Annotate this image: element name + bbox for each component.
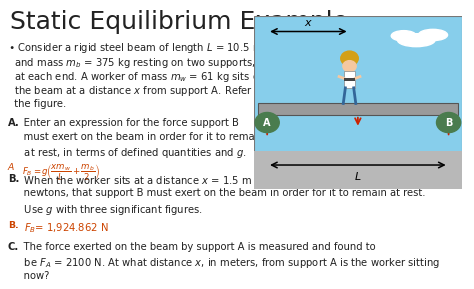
Ellipse shape bbox=[419, 29, 447, 41]
Bar bbox=[254, 151, 462, 189]
Text: A: A bbox=[264, 118, 271, 127]
Text: A.: A. bbox=[8, 118, 20, 127]
Circle shape bbox=[255, 112, 279, 133]
Text: $F_B$= 1,924.862 N: $F_B$= 1,924.862 N bbox=[24, 221, 109, 235]
Text: Use $g$ with three significant figures.: Use $g$ with three significant figures. bbox=[8, 203, 203, 217]
Text: B.: B. bbox=[8, 174, 19, 184]
Text: C.: C. bbox=[8, 242, 19, 252]
Text: B: B bbox=[445, 118, 452, 127]
Text: the figure.: the figure. bbox=[8, 99, 66, 109]
Text: must exert on the beam in order for it to remain: must exert on the beam in order for it t… bbox=[8, 132, 264, 142]
Text: Enter an expression for the force support B: Enter an expression for the force suppor… bbox=[8, 118, 239, 127]
Text: The force exerted on the beam by support A is measured and found to: The force exerted on the beam by support… bbox=[8, 242, 375, 252]
Text: $L$: $L$ bbox=[354, 170, 362, 182]
Ellipse shape bbox=[391, 31, 416, 41]
Text: A: A bbox=[8, 163, 14, 172]
Text: $x$: $x$ bbox=[304, 18, 313, 28]
Text: now?: now? bbox=[8, 271, 49, 281]
Text: at each end. A worker of mass $m_w$ = $\mathit{61}$ kg sits on: at each end. A worker of mass $m_w$ = $\… bbox=[8, 70, 265, 84]
Text: When the worker sits at a distance $x$ = $\mathit{1.5}$ m from support A, calcul: When the worker sits at a distance $x$ =… bbox=[8, 174, 446, 188]
Bar bbox=[258, 103, 458, 115]
Circle shape bbox=[341, 51, 358, 66]
Text: be $F_A$ = $\mathit{2100}$ N. At what distance $x$, in meters, from support A is: be $F_A$ = $\mathit{2100}$ N. At what di… bbox=[8, 257, 440, 271]
Bar bbox=[344, 78, 356, 81]
Text: newtons, that support B must exert on the beam in order for it to remain at rest: newtons, that support B must exert on th… bbox=[8, 188, 426, 199]
Bar bbox=[344, 71, 356, 88]
Text: at rest, in terms of defined quantities and $g$.: at rest, in terms of defined quantities … bbox=[8, 147, 246, 160]
Ellipse shape bbox=[398, 34, 435, 47]
Text: $\bullet$ Consider a rigid steel beam of length $L$ = $\mathit{10.5}$ m: $\bullet$ Consider a rigid steel beam of… bbox=[8, 41, 263, 55]
Text: $F_B = g\!\left(\dfrac{xm_w}{L}+\dfrac{m_b}{2}\right)$: $F_B = g\!\left(\dfrac{xm_w}{L}+\dfrac{m… bbox=[22, 163, 100, 183]
Text: the beam at a distance $x$ from support A. Refer to: the beam at a distance $x$ from support … bbox=[8, 84, 265, 99]
Circle shape bbox=[343, 61, 356, 72]
Text: B.: B. bbox=[8, 221, 18, 231]
Text: and mass $m_b$ = $\mathit{375}$ kg resting on two supports, one: and mass $m_b$ = $\mathit{375}$ kg resti… bbox=[8, 55, 278, 69]
Circle shape bbox=[437, 112, 461, 133]
Text: Static Equilibrium Example: Static Equilibrium Example bbox=[10, 10, 348, 34]
